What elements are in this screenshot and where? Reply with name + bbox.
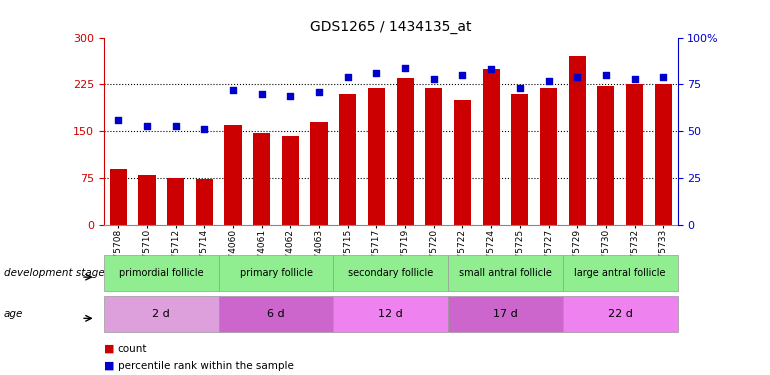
Point xyxy=(457,72,469,78)
Point xyxy=(542,78,554,84)
Bar xyxy=(139,175,156,225)
Point xyxy=(227,87,239,93)
Text: large antral follicle: large antral follicle xyxy=(574,268,666,278)
Bar xyxy=(224,125,242,225)
Bar xyxy=(282,136,299,225)
Bar xyxy=(654,84,672,225)
Point xyxy=(112,117,125,123)
Point xyxy=(370,70,383,76)
Text: 6 d: 6 d xyxy=(267,309,285,319)
Bar xyxy=(167,178,184,225)
Bar xyxy=(511,94,528,225)
Point xyxy=(600,72,612,78)
Point xyxy=(628,76,641,82)
Point xyxy=(571,74,584,80)
Bar xyxy=(454,100,471,225)
Point xyxy=(399,64,411,70)
Text: small antral follicle: small antral follicle xyxy=(459,268,552,278)
Text: percentile rank within the sample: percentile rank within the sample xyxy=(118,361,293,370)
Bar xyxy=(368,87,385,225)
Point xyxy=(284,93,296,99)
Bar xyxy=(310,122,328,225)
Point xyxy=(256,91,268,97)
Point xyxy=(427,76,440,82)
Text: count: count xyxy=(118,344,147,354)
Text: primordial follicle: primordial follicle xyxy=(119,268,203,278)
Point xyxy=(198,126,210,132)
Point xyxy=(169,123,182,129)
Text: ■: ■ xyxy=(104,361,115,370)
Point xyxy=(141,123,153,129)
Bar xyxy=(598,86,614,225)
Text: 2 d: 2 d xyxy=(152,309,170,319)
Bar xyxy=(397,78,413,225)
Text: secondary follicle: secondary follicle xyxy=(348,268,434,278)
Point xyxy=(485,66,497,72)
Point xyxy=(514,85,526,91)
Point xyxy=(342,74,354,80)
Point xyxy=(313,89,325,95)
Point xyxy=(657,74,669,80)
Text: primary follicle: primary follicle xyxy=(239,268,313,278)
Title: GDS1265 / 1434135_at: GDS1265 / 1434135_at xyxy=(310,20,471,34)
Bar xyxy=(196,179,213,225)
Bar xyxy=(483,69,500,225)
Bar xyxy=(425,87,443,225)
Bar xyxy=(109,169,127,225)
Bar xyxy=(568,56,586,225)
Text: age: age xyxy=(4,309,23,319)
Bar xyxy=(253,132,270,225)
Bar xyxy=(339,94,357,225)
Text: development stage: development stage xyxy=(4,268,105,278)
Text: 17 d: 17 d xyxy=(493,309,518,319)
Text: ■: ■ xyxy=(104,344,115,354)
Bar xyxy=(626,84,643,225)
Bar xyxy=(540,87,557,225)
Text: 22 d: 22 d xyxy=(608,309,633,319)
Text: 12 d: 12 d xyxy=(378,309,403,319)
